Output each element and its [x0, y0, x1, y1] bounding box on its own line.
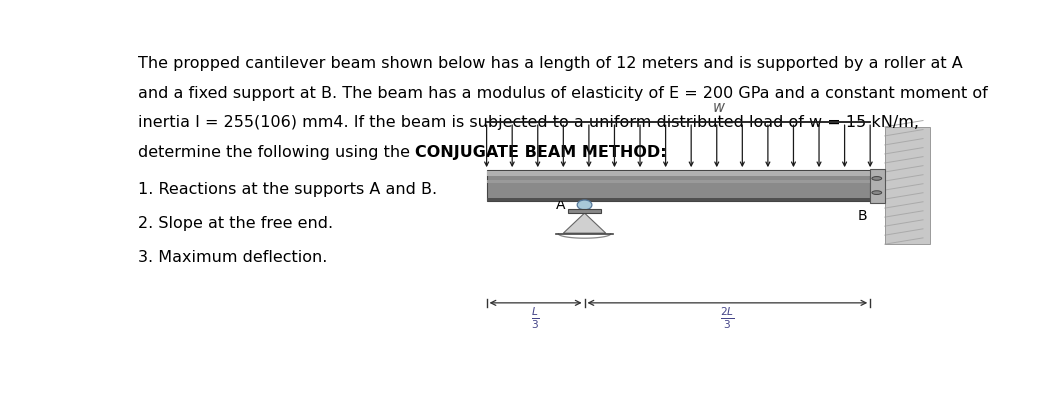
Bar — [569, 209, 601, 213]
Text: $\frac{L}{3}$: $\frac{L}{3}$ — [531, 305, 540, 331]
Text: and a fixed support at B. The beam has a modulus of elasticity of E = 200 GPa an: and a fixed support at B. The beam has a… — [138, 86, 988, 101]
Bar — [885, 127, 930, 244]
Text: $\frac{2L}{3}$: $\frac{2L}{3}$ — [720, 305, 735, 331]
Bar — [486, 198, 870, 201]
Bar — [486, 170, 870, 201]
Text: 3. Maximum deflection.: 3. Maximum deflection. — [138, 250, 327, 265]
Text: B: B — [857, 209, 867, 223]
Text: A: A — [556, 198, 565, 212]
Text: $w$: $w$ — [712, 99, 727, 115]
Text: CONJUGATE BEAM METHOD:: CONJUGATE BEAM METHOD: — [415, 146, 667, 160]
Text: determine the following using the: determine the following using the — [138, 146, 415, 160]
Circle shape — [872, 176, 881, 180]
Text: 2. Slope at the free end.: 2. Slope at the free end. — [138, 217, 334, 231]
Bar — [870, 168, 885, 203]
Text: 1. Reactions at the supports A and B.: 1. Reactions at the supports A and B. — [138, 182, 437, 197]
Ellipse shape — [577, 200, 592, 210]
Bar — [885, 127, 930, 244]
Bar — [486, 171, 870, 176]
Polygon shape — [563, 213, 605, 233]
Circle shape — [872, 191, 881, 194]
Bar — [486, 180, 870, 183]
Text: inertia I = 255(106) mm4. If the beam is subjected to a uniform distributed load: inertia I = 255(106) mm4. If the beam is… — [138, 115, 919, 130]
Text: The propped cantilever beam shown below has a length of 12 meters and is support: The propped cantilever beam shown below … — [138, 56, 962, 71]
